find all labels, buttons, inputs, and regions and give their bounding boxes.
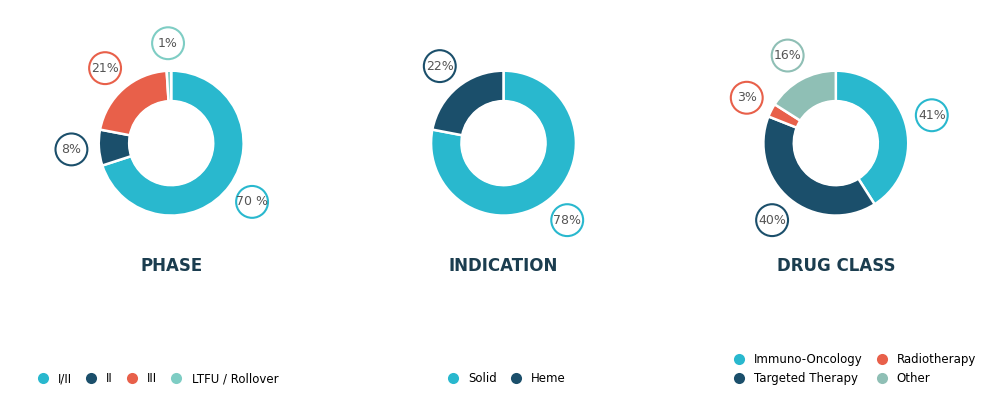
Circle shape	[129, 101, 213, 185]
Text: INDICATION: INDICATION	[449, 257, 558, 275]
Circle shape	[915, 99, 948, 131]
Wedge shape	[774, 71, 836, 121]
Circle shape	[461, 101, 546, 185]
Text: 41%: 41%	[918, 109, 946, 122]
Legend: I/II, II, III, LTFU / Rollover: I/II, II, III, LTFU / Rollover	[26, 368, 283, 390]
Text: 3%: 3%	[737, 91, 756, 104]
Text: PHASE: PHASE	[140, 257, 202, 275]
Text: 21%: 21%	[92, 62, 119, 75]
Text: 70 %: 70 %	[236, 195, 268, 208]
Text: 78%: 78%	[553, 214, 581, 227]
Wedge shape	[103, 71, 244, 216]
Circle shape	[756, 204, 788, 236]
Circle shape	[152, 27, 184, 59]
Circle shape	[236, 186, 268, 218]
Wedge shape	[166, 71, 171, 101]
Wedge shape	[836, 71, 908, 204]
Text: 22%: 22%	[426, 60, 454, 73]
Text: 1%: 1%	[158, 37, 178, 50]
Circle shape	[771, 40, 804, 72]
Circle shape	[90, 52, 121, 84]
Text: 8%: 8%	[61, 143, 82, 156]
Text: 40%: 40%	[758, 214, 786, 227]
Text: DRUG CLASS: DRUG CLASS	[776, 257, 895, 275]
Circle shape	[794, 101, 878, 185]
Wedge shape	[99, 130, 131, 166]
Text: 16%: 16%	[773, 49, 802, 62]
Legend: Solid, Heme: Solid, Heme	[436, 368, 571, 390]
Wedge shape	[100, 71, 168, 135]
Wedge shape	[432, 71, 504, 135]
Circle shape	[731, 82, 762, 114]
Circle shape	[424, 50, 456, 82]
Wedge shape	[763, 116, 875, 216]
Wedge shape	[768, 104, 801, 128]
Circle shape	[551, 204, 583, 236]
Legend: Immuno-Oncology, Targeted Therapy, Radiotherapy, Other: Immuno-Oncology, Targeted Therapy, Radio…	[722, 349, 981, 390]
Wedge shape	[431, 71, 576, 216]
Circle shape	[55, 134, 88, 165]
